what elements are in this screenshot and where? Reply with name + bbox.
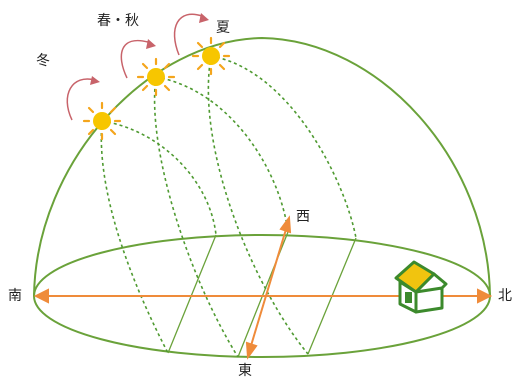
- label-summer: 夏: [216, 20, 230, 36]
- label-spring-autumn: 春・秋: [97, 13, 139, 29]
- sun-icon: [82, 101, 122, 141]
- equinox-arrowhead: [146, 39, 156, 49]
- house-icon: [394, 260, 448, 314]
- sun-icon: [191, 36, 231, 76]
- season-arrows: [66, 13, 209, 121]
- label-east: 東: [238, 363, 252, 379]
- label-west: 西: [296, 209, 310, 225]
- winter-sun-path-arc: [101, 120, 217, 236]
- east-west-axis: [245, 215, 292, 360]
- sun-paths: [100, 55, 357, 358]
- equinox-sun-path-arc: [155, 76, 289, 233]
- winter-season-arrow: [66, 78, 96, 121]
- label-south: 南: [8, 288, 22, 304]
- label-winter: 冬: [36, 53, 50, 69]
- summer-season-arrow: [173, 13, 203, 56]
- summer-sun-path: [207, 55, 309, 355]
- winter-sun-path: [100, 120, 169, 354]
- equinox-sun-path: [153, 76, 239, 358]
- sky-dome: [33, 36, 491, 297]
- equinox-season-arrow: [120, 39, 149, 79]
- ground-projection-lines: [167, 231, 357, 358]
- label-north: 北: [498, 288, 512, 304]
- sun-icon: [136, 57, 176, 97]
- summer-sun-path-arc: [210, 55, 357, 239]
- winter-arrowhead: [90, 76, 100, 85]
- summer-arrowhead: [199, 13, 209, 23]
